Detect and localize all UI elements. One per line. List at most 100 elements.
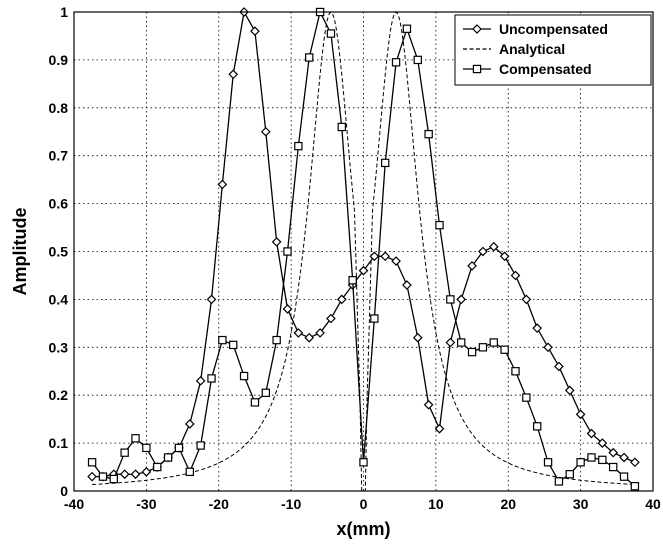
uncompensated-point — [402, 280, 412, 290]
y-tick-label: 0.5 — [49, 244, 69, 260]
uncompensated-point — [434, 423, 445, 434]
compensated-point — [207, 374, 216, 383]
compensated-point — [565, 470, 574, 479]
uncompensated-point — [412, 332, 423, 343]
legend-label: Uncompensated — [499, 21, 608, 37]
uncompensated-point — [195, 375, 206, 386]
x-tick-label: -40 — [64, 496, 84, 512]
compensated-point — [511, 367, 520, 376]
compensated-point — [446, 295, 455, 304]
uncompensated-point — [630, 457, 640, 468]
uncompensated-point — [260, 126, 271, 137]
x-tick-label: 20 — [500, 496, 516, 512]
y-tick-label: 0.7 — [49, 148, 69, 164]
compensated-point — [435, 220, 444, 230]
uncompensated-point — [543, 342, 553, 353]
uncompensated-point — [336, 294, 347, 305]
compensated-point — [598, 455, 607, 465]
uncompensated-point — [87, 471, 97, 482]
y-tick-label: 0 — [60, 483, 68, 499]
compensated-point — [478, 343, 488, 352]
compensated-point — [250, 398, 260, 407]
compensated-point — [370, 314, 379, 323]
compensated-point — [337, 122, 346, 132]
compensated-point — [294, 141, 303, 151]
uncompensated-point — [510, 270, 521, 281]
uncompensated-point — [597, 438, 608, 448]
uncompensated-point — [293, 328, 304, 338]
compensated-point — [587, 453, 596, 462]
y-tick-label: 0.1 — [49, 435, 69, 451]
uncompensated-point — [130, 469, 141, 480]
compensated-point — [467, 347, 477, 357]
legend-swatch-diamond — [472, 24, 482, 34]
uncompensated-point — [141, 466, 152, 477]
uncompensated-point — [478, 246, 488, 257]
uncompensated-point — [271, 237, 282, 247]
compensated-point — [261, 388, 270, 398]
y-tick-label: 0.3 — [49, 339, 69, 355]
compensated-point — [196, 441, 205, 450]
compensated-point — [229, 340, 238, 350]
compensated-point — [98, 472, 108, 481]
y-tick-labels: 0 0.1 0.2 0.3 0.4 0.5 0.6 0.7 0.8 0.9 1 — [49, 4, 69, 499]
uncompensated-point — [423, 399, 434, 410]
compensated-point — [489, 338, 498, 347]
legend-label: Compensated — [499, 61, 592, 77]
compensated-point — [522, 393, 531, 402]
compensated-point — [576, 458, 585, 467]
compensated-point — [457, 338, 466, 347]
legend-box — [454, 14, 652, 86]
compensated-point — [174, 443, 184, 453]
compensated-point — [87, 458, 97, 467]
compensated-point — [283, 247, 292, 256]
legend-items: Uncompensated Analytical Compensated — [463, 21, 608, 77]
uncompensated-point — [369, 251, 380, 262]
compensated-point — [109, 474, 119, 484]
compensated-point — [142, 443, 151, 453]
compensated-point — [163, 453, 173, 462]
legend: Uncompensated Analytical Compensated — [454, 14, 652, 86]
y-tick-label: 0.2 — [49, 387, 69, 403]
uncompensated-series — [87, 7, 640, 482]
compensated-point — [424, 129, 433, 139]
x-tick-label: 40 — [645, 496, 661, 512]
uncompensated-point — [184, 419, 195, 429]
uncompensated-point — [521, 294, 532, 305]
uncompensated-point — [304, 332, 315, 343]
compensated-point — [326, 29, 336, 38]
y-tick-label: 1 — [60, 4, 68, 20]
x-tick-label: 30 — [573, 496, 589, 512]
compensated-point — [239, 371, 249, 381]
uncompensated-point — [608, 447, 619, 458]
legend-swatch-square — [472, 64, 482, 74]
y-axis-label: Amplitude — [10, 208, 30, 296]
x-tick-label: -10 — [281, 496, 301, 512]
y-tick-label: 0.8 — [49, 100, 69, 116]
compensated-point — [554, 477, 564, 486]
x-tick-label: -20 — [209, 496, 229, 512]
uncompensated-point — [282, 304, 293, 314]
compensated-point — [153, 462, 162, 472]
compensated-point — [131, 434, 140, 443]
compensated-point — [381, 158, 390, 168]
y-tick-label: 0.6 — [49, 196, 69, 212]
compensated-point — [359, 458, 368, 467]
compensated-point — [402, 24, 412, 33]
compensated-point — [305, 53, 314, 62]
compensated-point — [532, 422, 542, 431]
x-axis-label: x(mm) — [336, 519, 390, 539]
uncompensated-point — [554, 361, 564, 372]
uncompensated-point — [467, 261, 477, 271]
uncompensated-point — [380, 251, 391, 262]
uncompensated-point — [391, 256, 401, 266]
compensated-point — [348, 276, 357, 285]
uncompensated-point — [619, 452, 629, 463]
x-tick-label: -30 — [136, 496, 156, 512]
uncompensated-point — [575, 409, 586, 420]
uncompensated-point — [119, 469, 130, 480]
compensated-point — [120, 448, 129, 457]
uncompensated-point — [564, 385, 575, 396]
